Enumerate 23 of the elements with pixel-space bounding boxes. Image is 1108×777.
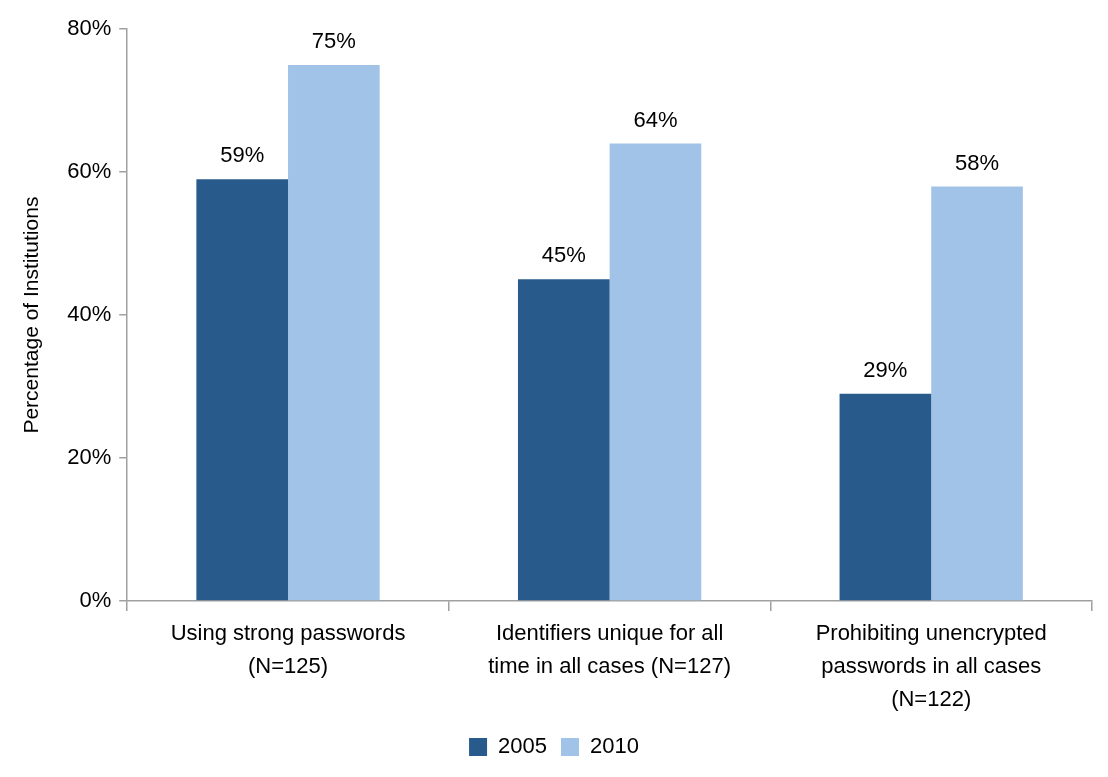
y-tick-label: 20%	[67, 444, 112, 470]
bar	[196, 179, 289, 601]
bar	[839, 393, 932, 601]
bar	[609, 143, 702, 601]
data-label: 45%	[541, 242, 586, 268]
legend-label: 2005	[498, 733, 548, 759]
bar	[931, 186, 1023, 601]
data-label: 29%	[863, 356, 908, 382]
y-tick-label: 40%	[67, 301, 112, 327]
y-tick-label: 60%	[67, 158, 112, 184]
legend-label: 2010	[590, 733, 639, 759]
y-tick-label: 80%	[67, 15, 112, 41]
data-label: 75%	[311, 28, 356, 53]
data-label: 58%	[955, 149, 1000, 175]
x-tick-label: Prohibiting unencrypted passwords in all cases (N=122)	[815, 619, 1047, 711]
y-tick-label: 0%	[79, 587, 112, 613]
data-label: 59%	[220, 142, 265, 168]
bar	[288, 64, 380, 601]
x-tick-label: Using strong passwords (N=125)	[170, 619, 406, 678]
x-tick-label: Identifiers unique for all time in all cases (N=127)	[488, 619, 731, 678]
y-axis-title: Percentage of Institutions	[19, 196, 43, 434]
data-label: 64%	[633, 106, 678, 132]
bar	[517, 279, 610, 601]
